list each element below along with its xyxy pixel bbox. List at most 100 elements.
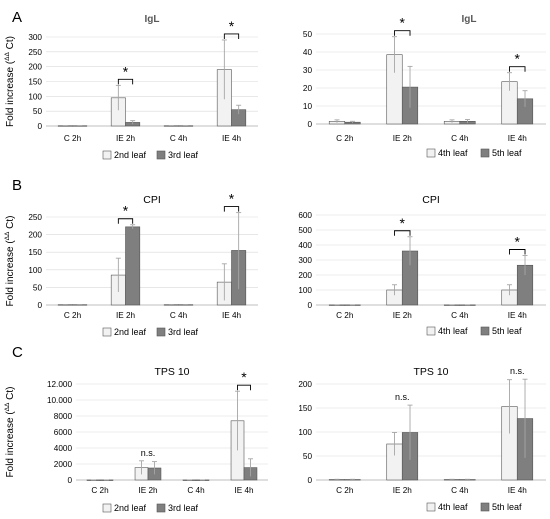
chart-title: CPI xyxy=(143,194,161,206)
significance-bracket xyxy=(223,33,240,39)
y-axis-label: Fold increase (ΔΔ Ct) xyxy=(4,36,16,127)
legend-label: 4th leaf xyxy=(438,502,468,512)
x-tick-label: C 2h xyxy=(64,134,82,143)
y-tick-label: 50 xyxy=(33,107,43,116)
panel-letter: A xyxy=(12,9,22,26)
y-tick-label: 0 xyxy=(307,476,312,485)
x-tick-label: C 4h xyxy=(451,311,469,320)
legend-label: 5th leaf xyxy=(492,326,522,336)
ns-label: n.s. xyxy=(395,392,410,402)
x-tick-label: IE 4h xyxy=(234,486,254,495)
y-tick-label: 100 xyxy=(298,428,312,437)
significance-bracket xyxy=(509,66,526,72)
legend-swatch xyxy=(156,327,166,337)
y-tick-label: 0 xyxy=(37,122,42,131)
panel-letter: C xyxy=(12,344,23,361)
y-tick-label: 2000 xyxy=(54,460,73,469)
x-tick-label: C 4h xyxy=(451,134,469,143)
y-axis-label: Fold increase (ΔΔ Ct) xyxy=(4,216,16,307)
x-tick-label: C 2h xyxy=(64,311,82,320)
x-tick-label: IE 4h xyxy=(222,311,242,320)
chart-title: TPS 10 xyxy=(413,366,448,378)
y-tick-label: 0 xyxy=(307,301,312,310)
significance-bracket xyxy=(223,206,240,212)
y-tick-label: 250 xyxy=(28,48,42,57)
y-tick-label: 20 xyxy=(303,84,313,93)
y-tick-label: 150 xyxy=(28,248,42,257)
y-tick-label: 0 xyxy=(37,301,42,310)
y-tick-label: 8000 xyxy=(54,412,73,421)
significance-asterisk: * xyxy=(123,203,129,219)
y-tick-label: 50 xyxy=(303,452,313,461)
ns-label: n.s. xyxy=(510,366,525,376)
x-tick-label: C 4h xyxy=(170,311,188,320)
significance-bracket xyxy=(117,78,134,85)
significance-bracket xyxy=(237,384,251,391)
y-tick-label: 150 xyxy=(28,78,42,87)
x-tick-label: IE 4h xyxy=(222,134,242,143)
ns-label: n.s. xyxy=(141,448,156,458)
chart-panel: 0 50 100 150 200 250 300 C 2h IE 2h C 4h IE 4h * * Ig… xyxy=(4,9,258,160)
chart-panel: 0 50 100 150 200 250 C 2h IE 2h C 4h IE 4h * * CPI B 2… xyxy=(4,177,258,337)
x-tick-label: IE 2h xyxy=(393,311,413,320)
x-tick-label: IE 2h xyxy=(138,486,158,495)
significance-asterisk: * xyxy=(515,51,521,67)
y-tick-label: 100 xyxy=(28,92,42,101)
y-axis-label: Fold increase (ΔΔ Ct) xyxy=(4,387,16,478)
significance-asterisk: * xyxy=(229,191,235,207)
y-tick-label: 4000 xyxy=(54,444,73,453)
legend-swatch xyxy=(426,148,436,158)
y-tick-label: 50 xyxy=(303,30,313,39)
x-tick-label: IE 4h xyxy=(508,134,528,143)
chart-panel: 0 100 200 300 400 500 600 C 2h IE 2h C 4h IE 4h * * C… xyxy=(298,194,546,336)
chart-panel: 0 50 100 150 200 C 2h IE 2h C 4h IE 4h n.s. n.s. TP… xyxy=(298,366,546,512)
panel-letter: B xyxy=(12,177,22,194)
legend-label: 3rd leaf xyxy=(168,503,199,513)
y-tick-label: 100 xyxy=(298,286,312,295)
significance-asterisk: * xyxy=(400,15,406,31)
x-tick-label: IE 2h xyxy=(116,134,136,143)
y-tick-label: 600 xyxy=(298,211,312,220)
y-tick-label: 250 xyxy=(28,213,42,222)
chart-title: IgL xyxy=(145,14,160,25)
x-tick-label: C 2h xyxy=(336,134,354,143)
significance-bracket xyxy=(394,230,411,236)
significance-bracket xyxy=(509,249,526,255)
legend-label: 2nd leaf xyxy=(114,503,147,513)
x-tick-label: IE 4h xyxy=(508,311,528,320)
y-tick-label: 12.000 xyxy=(47,380,72,389)
y-tick-label: 40 xyxy=(303,48,313,57)
chart-title: CPI xyxy=(422,194,440,206)
significance-bracket xyxy=(117,218,134,224)
y-tick-label: 150 xyxy=(298,404,312,413)
y-tick-label: 10 xyxy=(303,102,313,111)
x-tick-label: IE 2h xyxy=(393,486,413,495)
x-tick-label: C 4h xyxy=(187,486,205,495)
legend-label: 5th leaf xyxy=(492,148,522,158)
chart-panel: 0 2000 4000 6000 8000 10.000 12.000 C 2h IE 2h C … xyxy=(4,344,268,513)
bar xyxy=(125,226,141,306)
legend-swatch xyxy=(480,502,490,512)
legend-label: 4th leaf xyxy=(438,326,468,336)
significance-asterisk: * xyxy=(400,215,406,231)
x-tick-label: IE 4h xyxy=(508,486,528,495)
y-tick-label: 6000 xyxy=(54,428,73,437)
legend-label: 4th leaf xyxy=(438,148,468,158)
significance-asterisk: * xyxy=(241,369,247,385)
legend-swatch xyxy=(426,502,436,512)
x-tick-label: C 4h xyxy=(170,134,188,143)
y-tick-label: 200 xyxy=(298,380,312,389)
x-tick-label: C 2h xyxy=(336,311,354,320)
legend-swatch xyxy=(426,326,436,336)
y-tick-label: 300 xyxy=(298,256,312,265)
legend-label: 3rd leaf xyxy=(168,327,199,337)
chart-title: TPS 10 xyxy=(154,366,189,378)
x-tick-label: IE 2h xyxy=(116,311,136,320)
legend-swatch xyxy=(156,503,166,513)
legend-swatch xyxy=(102,150,112,160)
y-tick-label: 400 xyxy=(298,241,312,250)
y-tick-label: 0 xyxy=(67,476,72,485)
y-tick-label: 0 xyxy=(307,120,312,129)
x-tick-label: C 4h xyxy=(451,486,469,495)
y-tick-label: 10.000 xyxy=(47,396,72,405)
